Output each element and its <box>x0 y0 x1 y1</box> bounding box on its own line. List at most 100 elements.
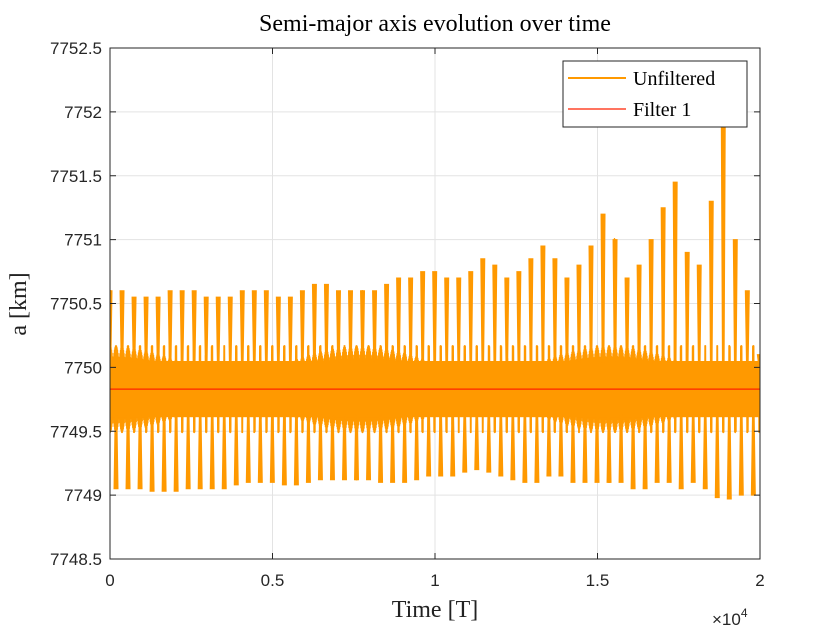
series-peak-unfiltered <box>456 277 462 365</box>
series-peak-unfiltered <box>564 277 570 365</box>
series-peak-unfiltered <box>468 271 474 365</box>
series-trough-unfiltered <box>666 414 672 483</box>
legend-label-filter-1: Filter 1 <box>633 99 691 121</box>
series-peak-unfiltered <box>420 271 426 365</box>
series-peak-unfiltered <box>323 283 329 365</box>
x-exponent-base: ×10 <box>712 610 741 629</box>
series-peak-unfiltered <box>287 296 293 365</box>
x-axis-label: Time [T] <box>392 597 478 623</box>
series-trough-unfiltered <box>726 414 732 500</box>
series-peak-unfiltered <box>360 290 366 365</box>
series-trough-unfiltered <box>582 414 588 483</box>
series-peak-unfiltered <box>648 239 654 365</box>
series-peak-unfiltered <box>504 277 510 365</box>
series-trough-unfiltered <box>534 414 540 483</box>
series-trough-unfiltered <box>269 414 275 483</box>
series-trough-unfiltered <box>366 414 372 481</box>
series-trough-unfiltered <box>329 414 335 481</box>
series-peak-unfiltered <box>251 290 257 365</box>
series-peak-unfiltered <box>588 245 594 365</box>
series-peak-unfiltered <box>408 277 414 365</box>
series-trough-unfiltered <box>642 414 648 490</box>
series-trough-unfiltered <box>402 414 408 483</box>
series-trough-unfiltered <box>594 414 600 483</box>
series-peak-unfiltered <box>311 283 317 365</box>
series-trough-unfiltered <box>714 414 720 499</box>
series-peak-unfiltered <box>179 290 185 365</box>
y-tick-label: 7752.5 <box>50 39 102 58</box>
series-trough-unfiltered <box>197 414 203 490</box>
series-peak-unfiltered <box>263 290 269 365</box>
series-peak-unfiltered <box>696 264 702 365</box>
x-tick-label: 0 <box>105 571 114 590</box>
series-peak-unfiltered <box>684 251 690 365</box>
series-trough-unfiltered <box>678 414 684 490</box>
series-trough-unfiltered <box>510 414 516 481</box>
series-trough-unfiltered <box>281 414 287 486</box>
series-trough-unfiltered <box>233 414 239 486</box>
series-peak-unfiltered <box>708 200 714 365</box>
x-exponent-power: 4 <box>741 606 748 620</box>
legend-label-unfiltered: Unfiltered <box>633 68 715 90</box>
series-trough-unfiltered <box>209 414 215 490</box>
series-peak-unfiltered <box>143 296 149 365</box>
series-trough-unfiltered <box>462 414 468 473</box>
series-peak-unfiltered <box>131 296 137 365</box>
series-trough-unfiltered <box>630 414 636 490</box>
series-peak-unfiltered <box>636 264 642 365</box>
series-trough-unfiltered <box>390 414 396 483</box>
x-tick-label: 2 <box>755 571 764 590</box>
series-trough-unfiltered <box>185 414 191 490</box>
series-trough-unfiltered <box>702 414 708 490</box>
series-trough-unfiltered <box>221 414 227 490</box>
series-trough-unfiltered <box>161 414 167 492</box>
series-trough-unfiltered <box>618 414 624 483</box>
series-trough-unfiltered <box>173 414 179 492</box>
series-trough-unfiltered <box>341 414 347 481</box>
series-trough-unfiltered <box>450 414 456 477</box>
series-peak-unfiltered <box>215 296 221 365</box>
series-trough-unfiltered <box>305 414 311 483</box>
series-trough-unfiltered <box>522 414 528 483</box>
series-trough-unfiltered <box>149 414 155 492</box>
ticks: 0 0.5 1 1.5 2 7748.5 7749 7749.5 7750 7750.5 7751 7… <box>50 39 765 590</box>
series-peak-unfiltered <box>540 245 546 365</box>
series-trough-unfiltered <box>317 414 323 481</box>
series-trough-unfiltered <box>293 414 299 486</box>
series-peak-unfiltered <box>576 264 582 365</box>
y-tick-label: 7750 <box>64 358 102 377</box>
series-trough-unfiltered <box>113 414 119 490</box>
series-peak-unfiltered <box>480 258 486 365</box>
series-peak-unfiltered <box>744 290 750 365</box>
series-trough-unfiltered <box>426 414 432 477</box>
series-peak-unfiltered <box>612 239 618 365</box>
series-peak-unfiltered <box>335 290 341 365</box>
series-peak-unfiltered <box>600 213 606 365</box>
y-tick-label: 7748.5 <box>50 550 102 569</box>
series-peak-unfiltered <box>239 290 245 365</box>
series-layer <box>110 117 760 500</box>
series-peak-unfiltered <box>299 290 305 365</box>
series-trough-unfiltered <box>438 414 444 477</box>
series-trough-unfiltered <box>498 414 504 477</box>
series-peak-unfiltered <box>396 277 402 365</box>
series-trough-unfiltered <box>354 414 360 481</box>
series-trough-unfiltered <box>570 414 576 483</box>
series-peak-unfiltered <box>660 207 666 365</box>
series-trough-unfiltered <box>558 414 564 477</box>
series-peak-unfiltered <box>191 290 197 365</box>
series-peak-unfiltered <box>528 258 534 365</box>
series-trough-unfiltered <box>606 414 612 483</box>
series-peak-unfiltered <box>227 296 233 365</box>
y-tick-label: 7749 <box>64 486 102 505</box>
series-peak-unfiltered <box>444 277 450 365</box>
series-trough-unfiltered <box>257 414 263 483</box>
series-trough-unfiltered <box>738 414 744 496</box>
series-trough-unfiltered <box>137 414 143 490</box>
series-trough-unfiltered <box>750 414 756 496</box>
x-tick-label: 1.5 <box>586 571 610 590</box>
series-peak-unfiltered <box>155 296 161 365</box>
y-tick-label: 7749.5 <box>50 422 102 441</box>
series-peak-unfiltered <box>732 239 738 365</box>
series-peak-unfiltered <box>516 271 522 365</box>
